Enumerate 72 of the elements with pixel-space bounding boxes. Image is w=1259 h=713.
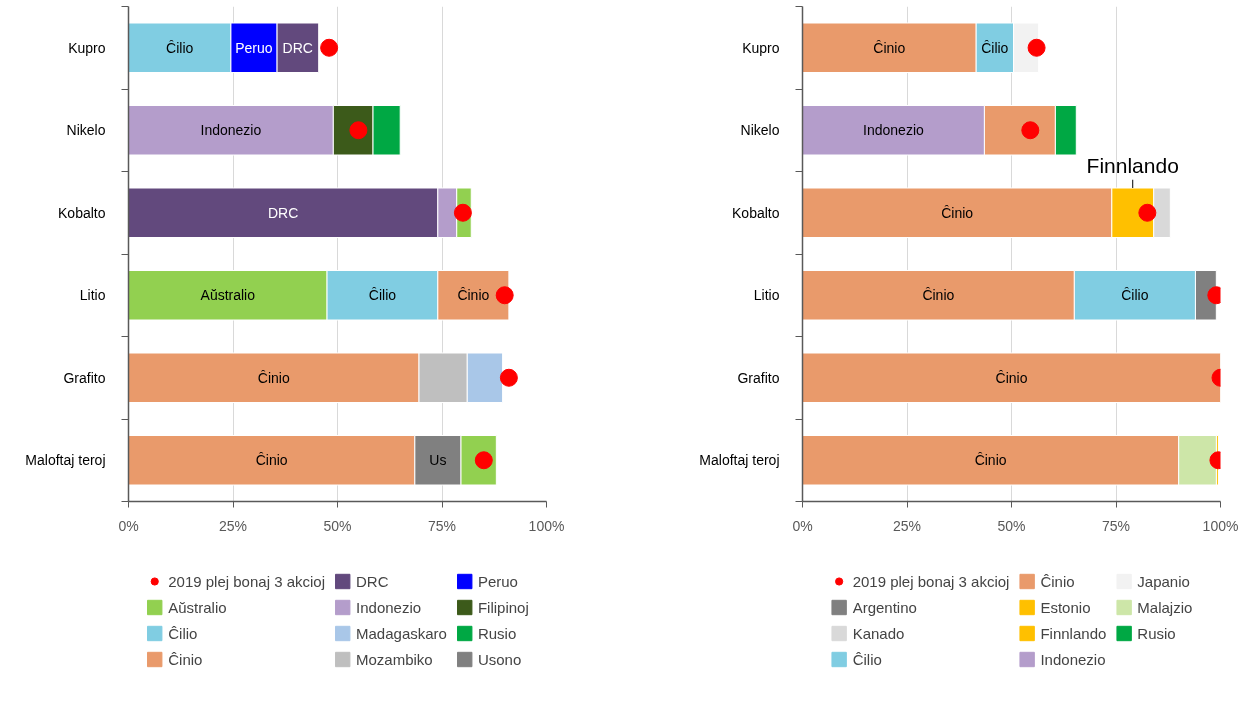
data-label: Ĉinio [255,452,288,469]
y-tick-label: Litio [753,287,780,304]
data-label: Ĉilio [1121,287,1149,304]
y-tick-label: Kobalto [732,204,780,221]
data-label: Indonezio [863,122,924,139]
y-tick-label: Grafito [63,369,106,386]
data-label: DRC [267,204,299,221]
x-tick-label: 25% [218,517,248,534]
point [1021,121,1040,140]
y-tick-label: Maloftaj teroj [25,452,106,469]
data-label: Ĉinio [995,369,1028,386]
data-label: Indonezio [200,122,262,139]
x-tick-label: 50% [323,517,352,534]
point [320,38,339,57]
x-tick-label: 100% [1202,517,1239,534]
legend-label: Rusio [1137,624,1176,642]
data-label: Us [429,452,447,469]
data-label: Ĉinio [922,287,955,304]
y-tick-label: Litio [79,287,106,304]
legend-label: 2019 plej bonaj 3 akcioj [168,572,326,590]
legend-label: Finnlando [1040,624,1107,642]
bar [802,352,1221,403]
legend-label: Japanio [1137,572,1190,590]
data-label: Ĉinio [257,369,290,386]
x-tick-label: 75% [427,517,457,534]
y-tick-label: Kobalto [58,204,106,221]
y-tick-label: Grafito [737,369,780,386]
legend-label: Indonezio [1040,650,1106,668]
data-label: Aŭstralio [200,287,256,304]
point [453,203,472,222]
legend-label: Ĉinio [168,650,203,668]
data-label: DRC [282,39,313,56]
legend-label: Ĉilio [168,624,198,642]
data-label: Ĉilio [368,287,397,304]
x-tick-label: 0% [792,517,813,534]
data-label: Ĉinio [941,204,974,221]
legend-label: Usono [477,650,522,668]
legend-label: Mozambiko [356,650,433,668]
x-tick-label: 25% [892,517,922,534]
legend-label: Filipinoj [477,598,529,616]
x-tick-label: 100% [528,517,565,534]
y-tick-label: Kupro [742,39,780,56]
y-tick-label: Maloftaj teroj [699,452,780,469]
legend-label: Argentino [852,598,917,616]
legend-label: Ĉilio [852,650,882,668]
point [495,286,514,305]
x-tick-label: 0% [118,517,139,534]
legend-label: Aŭstralio [168,598,227,616]
legend-label: Madagaskaro [356,624,447,642]
data-label: Ĉinio [974,452,1007,469]
y-tick-label: Nikelo [740,122,780,139]
legend-label: Malajzio [1137,598,1193,616]
x-tick-label: 75% [1101,517,1131,534]
y-tick-label: Nikelo [66,122,106,139]
data-label: Finnlando [1086,154,1179,178]
legend-label: Ĉinio [1040,572,1075,590]
legend-label: Rusio [477,624,517,642]
legend-label: Estonio [1040,598,1091,616]
data-label: Ĉinio [457,287,490,304]
x-tick-label: 50% [997,517,1026,534]
legend-label: DRC [356,572,389,590]
point [1027,38,1046,57]
legend-label: Kanado [852,624,905,642]
legend-label: Indonezio [356,598,422,616]
data-label: Ĉilio [981,39,1009,56]
legend-label: 2019 plej bonaj 3 akcioj [852,572,1010,590]
data-label: Ĉilio [166,39,194,56]
point [499,368,518,387]
legend-label: Peruo [477,572,518,590]
data-label: Ĉinio [873,39,906,56]
y-tick-label: Kupro [68,39,106,56]
data-label: Peruo [235,39,273,56]
